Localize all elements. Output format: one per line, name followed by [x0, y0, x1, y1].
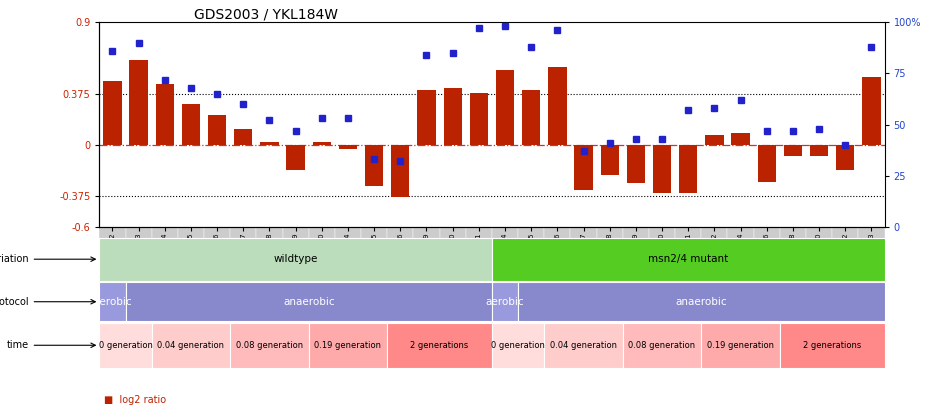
Bar: [810, 145, 829, 156]
Bar: [518, 282, 885, 321]
Text: 0.19 generation: 0.19 generation: [314, 341, 381, 350]
Bar: [126, 227, 151, 305]
Text: GDS2003 / YKL184W: GDS2003 / YKL184W: [194, 7, 338, 21]
Bar: [862, 77, 881, 145]
Bar: [178, 227, 204, 305]
Text: anaerobic: anaerobic: [675, 297, 727, 307]
Bar: [230, 323, 308, 368]
Bar: [287, 145, 305, 170]
Bar: [731, 133, 750, 145]
Bar: [622, 227, 649, 305]
Bar: [339, 145, 358, 149]
Bar: [182, 104, 201, 145]
Text: 0.04 generation: 0.04 generation: [157, 341, 224, 350]
Bar: [413, 227, 440, 305]
Bar: [151, 323, 230, 368]
Bar: [679, 145, 697, 193]
Text: ■  log2 ratio: ■ log2 ratio: [104, 395, 166, 405]
Bar: [492, 282, 518, 321]
Bar: [256, 227, 283, 305]
Bar: [444, 88, 462, 145]
Bar: [544, 227, 570, 305]
Bar: [701, 323, 780, 368]
Bar: [522, 90, 540, 145]
Bar: [806, 227, 832, 305]
Bar: [387, 323, 492, 368]
Bar: [548, 67, 567, 145]
Bar: [783, 145, 802, 156]
Bar: [361, 227, 387, 305]
Bar: [130, 60, 148, 145]
Bar: [204, 227, 230, 305]
Bar: [492, 238, 885, 281]
Text: msn2/4 mutant: msn2/4 mutant: [648, 254, 728, 264]
Bar: [653, 145, 672, 193]
Bar: [622, 323, 701, 368]
Bar: [99, 227, 126, 305]
Bar: [544, 323, 622, 368]
Bar: [208, 115, 226, 145]
Bar: [155, 84, 174, 145]
Bar: [780, 227, 806, 305]
Bar: [705, 135, 724, 145]
Bar: [417, 90, 436, 145]
Text: 0.04 generation: 0.04 generation: [550, 341, 617, 350]
Bar: [391, 145, 410, 197]
Text: wildtype: wildtype: [273, 254, 318, 264]
Bar: [465, 227, 492, 305]
Bar: [675, 227, 701, 305]
Bar: [283, 227, 308, 305]
Bar: [601, 145, 619, 175]
Text: aerobic: aerobic: [93, 297, 131, 307]
Bar: [230, 227, 256, 305]
Bar: [597, 227, 622, 305]
Bar: [126, 282, 492, 321]
Text: 0.08 generation: 0.08 generation: [628, 341, 695, 350]
Text: time: time: [7, 340, 96, 350]
Bar: [492, 227, 518, 305]
Bar: [312, 142, 331, 145]
Bar: [440, 227, 465, 305]
Text: genotype/variation: genotype/variation: [0, 254, 96, 264]
Bar: [832, 227, 858, 305]
Bar: [234, 129, 253, 145]
Bar: [469, 93, 488, 145]
Bar: [260, 142, 279, 145]
Bar: [780, 323, 885, 368]
Bar: [99, 238, 492, 281]
Bar: [492, 323, 544, 368]
Bar: [574, 145, 593, 190]
Bar: [308, 227, 335, 305]
Text: 0 generation: 0 generation: [491, 341, 545, 350]
Bar: [758, 145, 776, 182]
Bar: [701, 227, 727, 305]
Bar: [365, 145, 383, 186]
Bar: [754, 227, 780, 305]
Text: 2 generations: 2 generations: [803, 341, 861, 350]
Text: 2 generations: 2 generations: [411, 341, 468, 350]
Bar: [103, 81, 122, 145]
Bar: [570, 227, 597, 305]
Bar: [99, 282, 126, 321]
Bar: [308, 323, 387, 368]
Bar: [836, 145, 854, 170]
Bar: [496, 70, 515, 145]
Bar: [858, 227, 885, 305]
Bar: [649, 227, 675, 305]
Text: 0.08 generation: 0.08 generation: [236, 341, 303, 350]
Text: aerobic: aerobic: [485, 297, 524, 307]
Bar: [99, 323, 151, 368]
Bar: [626, 145, 645, 183]
Text: 0.19 generation: 0.19 generation: [707, 341, 774, 350]
Bar: [518, 227, 544, 305]
Text: 0 generation: 0 generation: [98, 341, 152, 350]
Bar: [151, 227, 178, 305]
Text: protocol: protocol: [0, 297, 96, 307]
Bar: [335, 227, 361, 305]
Bar: [727, 227, 754, 305]
Text: anaerobic: anaerobic: [283, 297, 335, 307]
Bar: [387, 227, 413, 305]
